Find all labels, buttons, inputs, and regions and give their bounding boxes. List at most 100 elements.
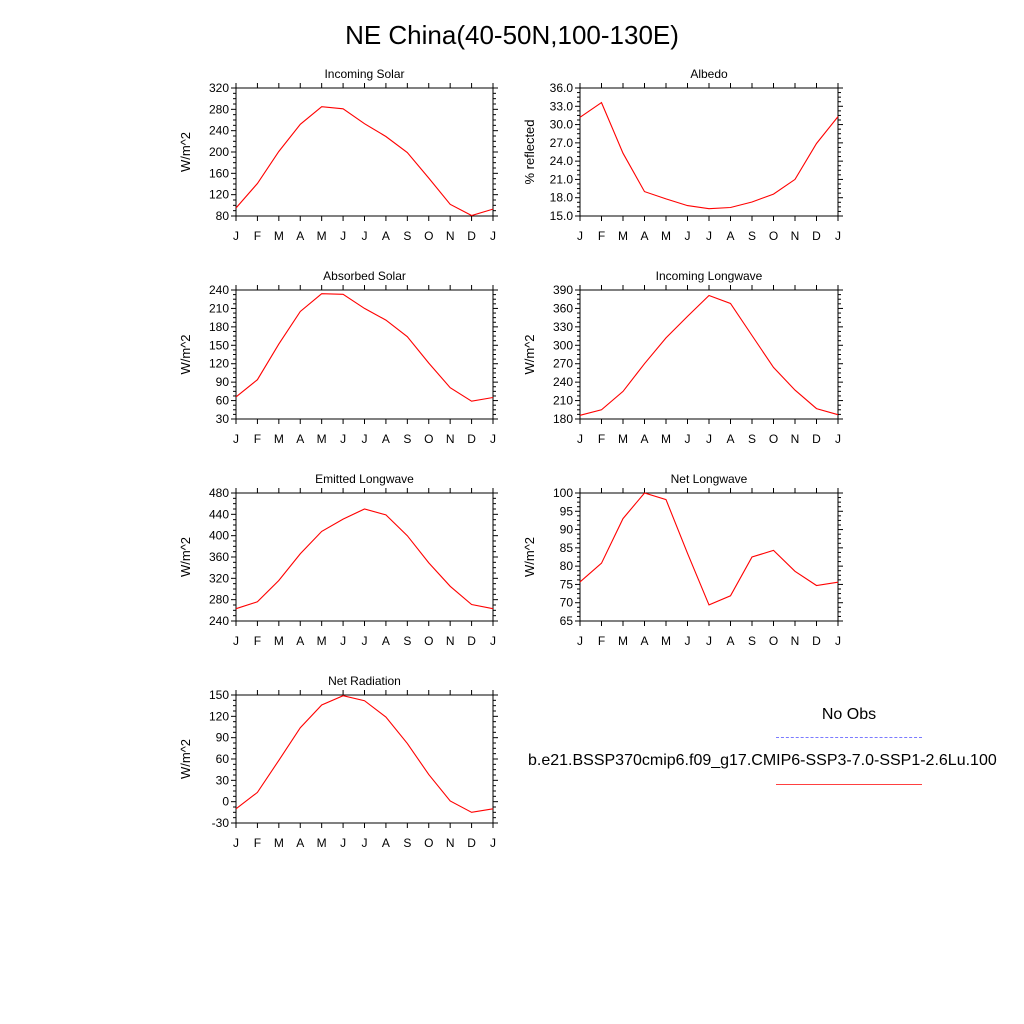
y-tick-label: 360 (209, 550, 229, 564)
y-tick-label: 21.0 (550, 172, 574, 186)
x-tick-label: M (317, 634, 327, 648)
x-tick-label: S (748, 229, 756, 243)
series-line (235, 695, 494, 813)
x-tick-label: M (317, 836, 327, 850)
x-tick-label: M (317, 432, 327, 446)
x-tick-label: N (791, 229, 800, 243)
x-tick-label: A (640, 432, 648, 446)
y-tick-label: 280 (209, 593, 229, 607)
y-tick-label: 120 (209, 188, 229, 202)
y-tick-label: 160 (209, 166, 229, 180)
x-tick-label: J (233, 229, 239, 243)
x-tick-label: M (661, 229, 671, 243)
x-tick-label: M (274, 836, 284, 850)
y-tick-label: 240 (209, 614, 229, 628)
y-tick-label: 15.0 (550, 209, 574, 223)
x-tick-label: S (403, 836, 411, 850)
x-tick-label: S (748, 634, 756, 648)
x-tick-label: O (424, 634, 433, 648)
y-tick-label: 24.0 (550, 154, 574, 168)
y-axis-label: W/m^2 (522, 334, 537, 374)
x-tick-label: J (685, 229, 691, 243)
x-tick-label: F (254, 229, 261, 243)
chart-title: Net Longwave (671, 472, 748, 486)
y-tick-label: 440 (209, 507, 229, 521)
legend-obs-line (776, 737, 922, 738)
y-tick-label: 100 (553, 486, 573, 500)
y-tick-label: 390 (553, 283, 573, 297)
x-tick-label: J (340, 432, 346, 446)
x-tick-label: O (424, 229, 433, 243)
x-tick-label: F (598, 229, 605, 243)
y-tick-label: 480 (209, 486, 229, 500)
x-tick-label: J (340, 836, 346, 850)
x-tick-label: N (446, 836, 455, 850)
chart-panel: Albedo % reflected 15.0 18.0 21.0 24.0 27.0 30.… (522, 67, 843, 243)
chart-panel: Incoming Solar W/m^2 80 120 160 200 240 280 320 J… (178, 67, 498, 243)
y-tick-label: 70 (560, 596, 574, 610)
x-tick-label: J (835, 432, 841, 446)
x-tick-label: J (577, 229, 583, 243)
x-tick-label: J (490, 432, 496, 446)
x-tick-label: A (296, 432, 304, 446)
x-tick-label: F (598, 432, 605, 446)
x-tick-label: M (661, 432, 671, 446)
x-tick-label: D (467, 229, 476, 243)
y-tick-label: 33.0 (550, 99, 574, 113)
legend-model-line (776, 784, 922, 785)
x-tick-label: J (706, 432, 712, 446)
x-tick-label: M (274, 229, 284, 243)
y-axis-label: % reflected (522, 119, 537, 184)
chart-title: Absorbed Solar (323, 269, 406, 283)
x-tick-label: J (233, 634, 239, 648)
y-tick-label: 210 (209, 301, 229, 315)
legend-obs-label: No Obs (821, 706, 877, 723)
x-tick-label: S (403, 634, 411, 648)
x-tick-label: A (726, 634, 734, 648)
y-tick-label: 200 (209, 145, 229, 159)
plot-frame (579, 87, 839, 217)
chart-title: Incoming Longwave (656, 269, 763, 283)
x-tick-label: A (640, 229, 648, 243)
chart-panel: Emitted Longwave W/m^2 240 280 320 360 400 440 4… (178, 472, 498, 648)
plot-frame (235, 492, 494, 622)
x-tick-label: D (812, 634, 821, 648)
x-tick-label: M (618, 229, 628, 243)
y-tick-label: 18.0 (550, 191, 574, 205)
y-tick-label: 180 (209, 320, 229, 334)
x-tick-label: A (296, 836, 304, 850)
y-tick-label: 75 (560, 577, 574, 591)
x-tick-label: J (340, 229, 346, 243)
x-tick-label: J (685, 634, 691, 648)
x-tick-label: J (362, 432, 368, 446)
x-tick-label: J (362, 634, 368, 648)
y-tick-label: 280 (209, 102, 229, 116)
y-tick-label: 60 (216, 752, 230, 766)
x-tick-label: A (382, 634, 390, 648)
x-tick-label: M (317, 229, 327, 243)
x-tick-label: D (467, 836, 476, 850)
x-tick-label: A (640, 634, 648, 648)
y-tick-label: 120 (209, 709, 229, 723)
x-tick-label: N (446, 229, 455, 243)
x-tick-label: F (254, 432, 261, 446)
plot-frame (235, 87, 494, 217)
x-tick-label: F (598, 634, 605, 648)
x-tick-label: J (362, 229, 368, 243)
y-tick-label: 60 (216, 394, 230, 408)
x-tick-label: J (835, 634, 841, 648)
x-tick-label: J (577, 432, 583, 446)
x-tick-label: O (424, 836, 433, 850)
x-tick-label: O (769, 634, 778, 648)
y-tick-label: 90 (560, 523, 574, 537)
chart-panel: Absorbed Solar W/m^2 30 60 90 120 150 180 210 240… (178, 269, 498, 446)
x-tick-label: M (661, 634, 671, 648)
y-tick-label: 80 (216, 209, 230, 223)
series-line (579, 492, 839, 606)
y-tick-label: 150 (209, 688, 229, 702)
plot-frame (579, 492, 839, 622)
y-tick-label: 30 (216, 412, 230, 426)
x-tick-label: J (490, 836, 496, 850)
x-tick-label: J (362, 836, 368, 850)
chart-title: Albedo (690, 67, 728, 81)
